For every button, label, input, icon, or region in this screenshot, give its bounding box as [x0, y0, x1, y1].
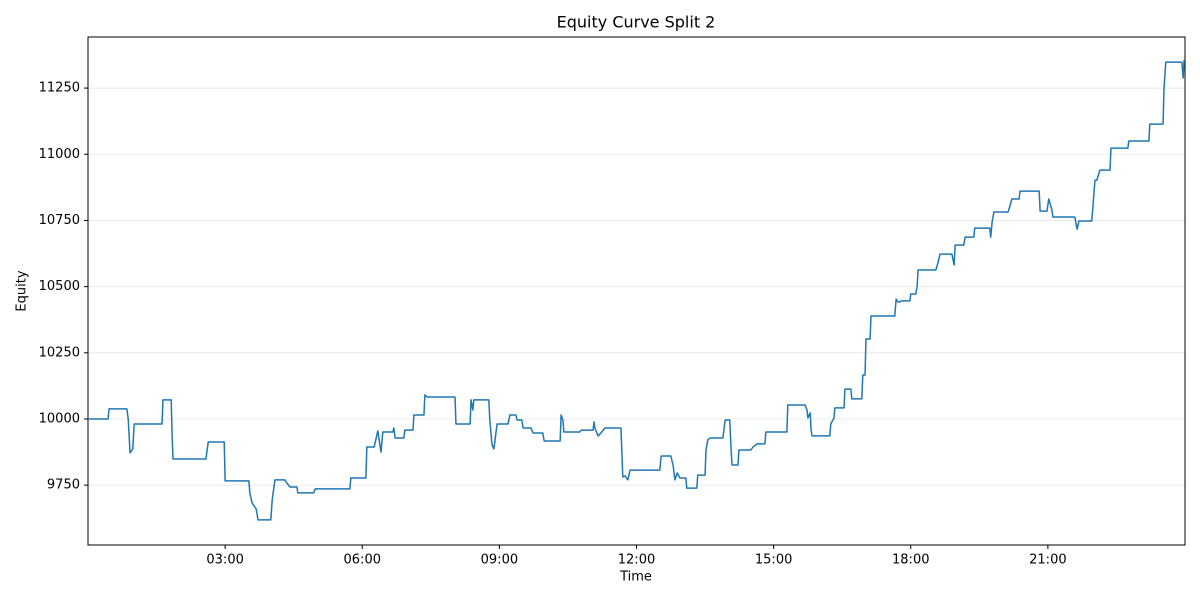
y-tick-label: 10250 [39, 345, 80, 360]
y-tick-label: 10750 [39, 213, 80, 228]
equity-line [88, 59, 1185, 521]
x-axis-label: Time [619, 570, 652, 585]
x-tick-label: 06:00 [344, 553, 381, 568]
x-tick-label: 15:00 [755, 553, 792, 568]
y-tick-label: 10000 [39, 411, 80, 426]
y-tick-label: 10500 [39, 279, 80, 294]
x-tick-label: 12:00 [618, 553, 655, 568]
y-axis-label: Equity [15, 270, 30, 311]
chart-title: Equity Curve Split 2 [557, 13, 716, 32]
x-tick-label: 18:00 [892, 553, 929, 568]
x-tick-label: 21:00 [1029, 553, 1066, 568]
plot-frame [87, 36, 1186, 546]
y-tick-label: 11250 [39, 81, 80, 96]
x-tick-label: 03:00 [206, 553, 243, 568]
y-tick-label: 11000 [39, 147, 80, 162]
y-tick-label: 9750 [47, 478, 80, 493]
x-tick-label: 09:00 [481, 553, 518, 568]
